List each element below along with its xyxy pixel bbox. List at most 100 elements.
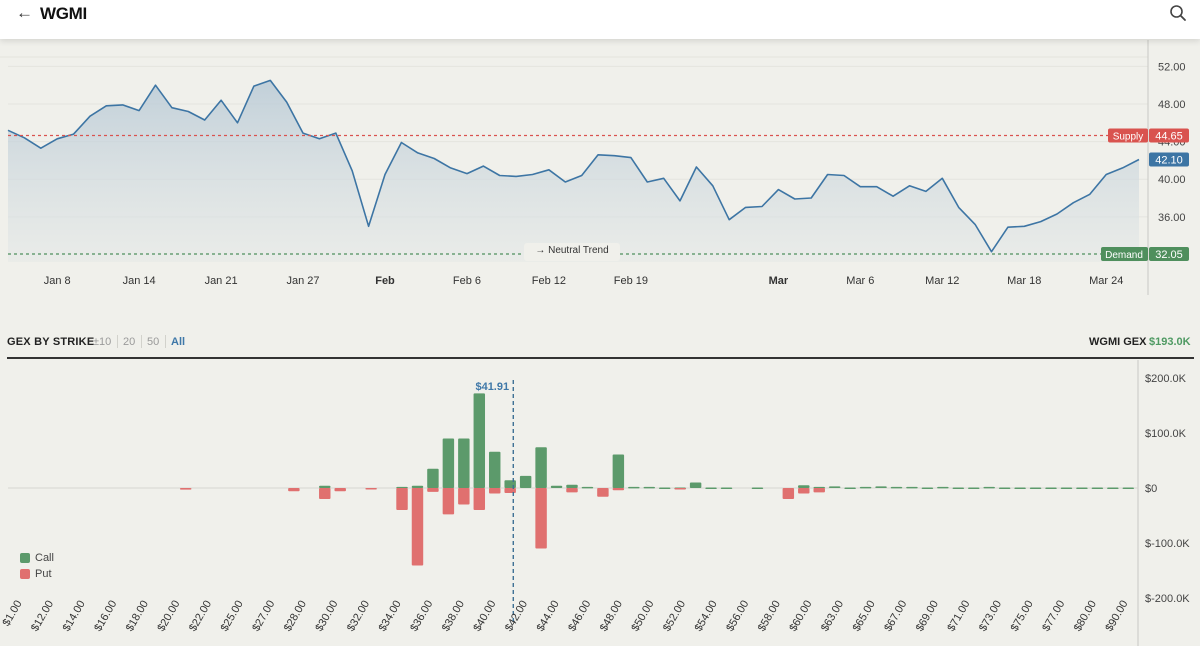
call-bar [535, 447, 547, 488]
call-bar [1029, 487, 1042, 489]
call-bar [319, 485, 331, 488]
range-all-button[interactable]: All [171, 336, 186, 348]
call-bar [1014, 487, 1026, 489]
call-bar [921, 487, 934, 489]
call-bar [983, 486, 995, 489]
strike-label: $56.00 [724, 599, 751, 634]
y-tick-label: 48.00 [1158, 99, 1186, 111]
strike-label: $65.00 [851, 599, 878, 634]
call-bar [998, 487, 1011, 489]
strike-label: $42.00 [503, 599, 530, 634]
range-10-button[interactable]: ±10 [93, 336, 112, 348]
strike-label: $60.00 [787, 599, 814, 634]
strike-label: $30.00 [313, 599, 340, 634]
put-bar [458, 488, 470, 505]
strike-label: $54.00 [693, 599, 720, 634]
strike-label: $52.00 [661, 599, 688, 634]
strike-label: $28.00 [282, 599, 309, 634]
call-bar [689, 482, 702, 488]
x-tick-label: Jan 21 [205, 275, 238, 287]
call-bar [643, 486, 655, 489]
range-50-button[interactable]: 50 [147, 336, 160, 348]
divider [141, 335, 142, 348]
strike-label: $50.00 [629, 599, 656, 634]
put-swatch [20, 569, 30, 579]
supply-value-badge [1149, 128, 1189, 143]
arrow-left-icon[interactable]: ← [16, 3, 33, 22]
supply-tag [1108, 128, 1148, 143]
page-title: WGMI [40, 4, 87, 23]
call-bar [720, 487, 733, 489]
call-bar [875, 486, 887, 488]
x-tick-label: Jan 14 [123, 275, 156, 287]
strike-label: $46.00 [566, 599, 593, 634]
strike-label: $73.00 [977, 599, 1004, 634]
call-bar [566, 484, 578, 488]
y-tick-label: 40.00 [1158, 174, 1186, 186]
x-tick-label: Jan 27 [287, 275, 320, 287]
call-bar [473, 393, 486, 488]
call-bar [658, 487, 671, 489]
x-tick-label: Feb [375, 275, 395, 287]
call-bar [906, 486, 918, 489]
put-bar [365, 488, 377, 490]
x-tick-label: Feb 6 [453, 275, 481, 287]
x-tick-label: Mar 12 [925, 275, 959, 287]
gex-total-label: WGMI GEX [1089, 336, 1147, 348]
demand-tag [1101, 247, 1148, 262]
divider [165, 335, 166, 348]
strike-label: $67.00 [882, 599, 909, 634]
strike-label: $77.00 [1040, 599, 1067, 634]
call-swatch [20, 553, 30, 563]
put-bar [612, 488, 625, 491]
trend-label: → Neutral Trend [535, 245, 608, 256]
legend-label-call: Call [35, 552, 54, 564]
call-bar [550, 485, 563, 488]
strike-label: $90.00 [1103, 599, 1130, 634]
put-bar [674, 488, 686, 490]
gex-total-value: $193.0K [1149, 336, 1191, 348]
call-bar [937, 486, 949, 489]
strike-label: $71.00 [945, 599, 972, 634]
put-bar [597, 488, 609, 497]
x-tick-label: Mar 6 [846, 275, 874, 287]
search-icon[interactable] [1168, 3, 1188, 23]
call-bar [798, 485, 810, 488]
y-tick-label: $0 [1145, 483, 1157, 495]
y-tick-label: $100.0K [1145, 428, 1187, 440]
call-bar [489, 451, 501, 488]
call-bar [1091, 487, 1104, 489]
strike-label: $48.00 [598, 599, 625, 634]
strike-label: $63.00 [819, 599, 846, 634]
put-bar [396, 488, 408, 510]
demand-value: 32.05 [1155, 249, 1183, 261]
strike-label: $25.00 [219, 599, 246, 634]
strike-label: $58.00 [756, 599, 783, 634]
call-bar [844, 487, 856, 489]
gex-chart[interactable]: $200.0K $100.0K $0 $-100.0K $-200.0K $41.91 $1… [0, 360, 1200, 646]
x-tick-label: Mar 18 [1007, 275, 1041, 287]
range-20-button[interactable]: 20 [123, 336, 136, 348]
supply-value: 44.65 [1155, 130, 1183, 142]
strike-label: $1.00 [0, 599, 24, 629]
call-bar [1060, 487, 1073, 489]
call-bar [859, 486, 872, 489]
strike-label: $44.00 [535, 599, 562, 634]
put-bar [489, 488, 501, 494]
x-tick-label: Feb 19 [614, 275, 648, 287]
put-bar [179, 488, 192, 490]
strike-label: $34.00 [377, 599, 404, 634]
put-bar [535, 488, 547, 549]
strike-label: $12.00 [29, 599, 56, 634]
strike-label: $80.00 [1072, 599, 1099, 634]
legend-item-call[interactable]: Call [20, 550, 54, 566]
put-bar [798, 488, 810, 494]
call-bar [952, 487, 965, 489]
strike-label: $38.00 [440, 599, 467, 634]
x-tick-label: Mar [769, 275, 789, 287]
put-bar [473, 488, 486, 510]
legend-item-put[interactable]: Put [20, 566, 54, 582]
divider [117, 335, 118, 348]
strike-label: $36.00 [408, 599, 435, 634]
